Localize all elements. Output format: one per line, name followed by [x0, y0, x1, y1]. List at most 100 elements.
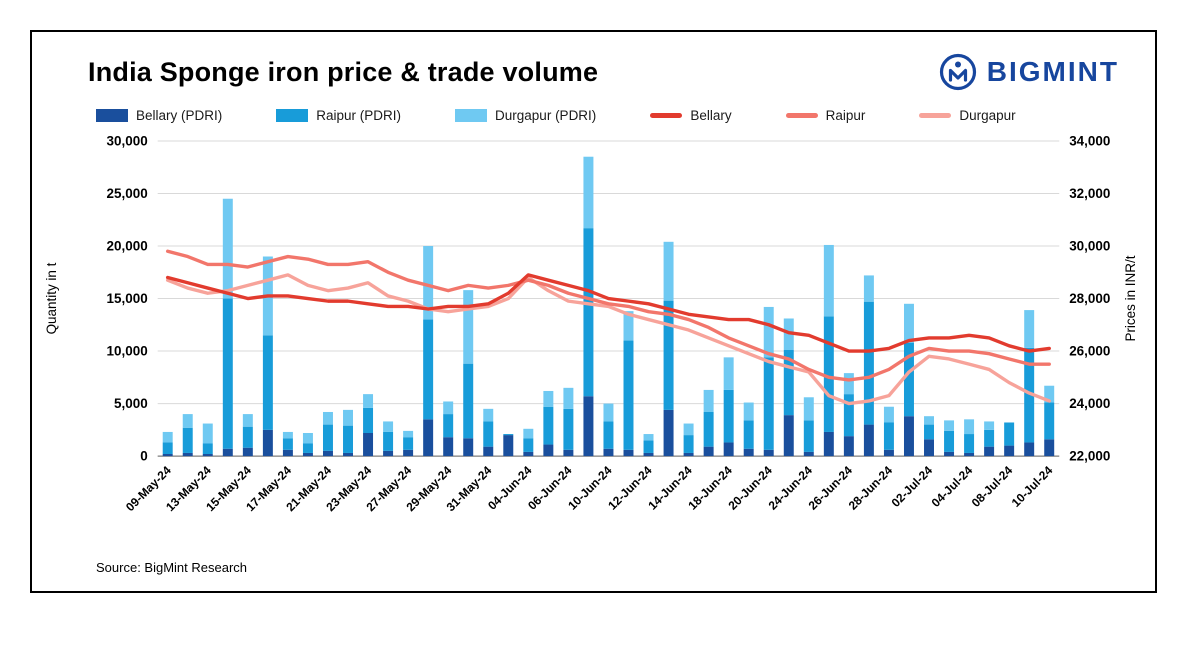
- header: India Sponge iron price & trade volume B…: [40, 40, 1147, 92]
- bar-segment-raipur-pdri: [202, 443, 213, 455]
- legend-label: Bellary: [690, 108, 732, 123]
- bar-segment-bellary-pdri: [443, 437, 454, 457]
- left-axis-tick: 15,000: [107, 291, 148, 306]
- legend-label: Raipur: [825, 108, 866, 123]
- bar-segment-raipur-pdri: [282, 438, 293, 450]
- bar-segment-durgapur-pdri: [383, 421, 394, 432]
- bar-segment-bellary-pdri: [182, 452, 193, 457]
- legend-item-raipur-line: Raipur: [785, 108, 866, 123]
- bar-segment-durgapur-pdri: [883, 406, 894, 423]
- bar-segment-bellary-pdri: [924, 439, 934, 457]
- bar-segment-bellary-pdri: [783, 415, 794, 457]
- bar-segment-bellary-pdri: [823, 431, 834, 457]
- bar-segment-durgapur-pdri: [603, 403, 614, 422]
- bar-segment-durgapur-pdri: [483, 408, 494, 422]
- bar-segment-bellary-pdri: [583, 396, 594, 457]
- bar-segment-durgapur-pdri: [463, 290, 474, 364]
- bar-segment-durgapur-pdri: [583, 156, 594, 229]
- x-axis-tick: 04-Jul-24: [929, 463, 976, 510]
- chart-legend: Bellary (PDRI) Raipur (PDRI) Durgapur (PDR…: [96, 108, 1147, 123]
- bar-segment-raipur-pdri: [583, 228, 594, 397]
- bar-segment-bellary-pdri: [503, 435, 514, 457]
- bar-segment-bellary-pdri: [883, 449, 894, 457]
- bar-segment-bellary-pdri: [563, 449, 574, 457]
- bar-segment-bellary-pdri: [322, 450, 333, 457]
- combo-chart: 0 5,000 10,000 15,000 20,000 25,000 30,000 22,0…: [44, 133, 1138, 514]
- bar-swatch-icon: [455, 109, 488, 122]
- bar-segment-raipur-pdri: [783, 350, 794, 416]
- bar-segment-durgapur-pdri: [723, 357, 734, 390]
- bar-segment-durgapur-pdri: [623, 311, 634, 341]
- bar-segment-raipur-pdri: [603, 421, 614, 449]
- bar-segment-bellary-pdri: [162, 454, 173, 457]
- bar-segment-raipur-pdri: [964, 434, 975, 453]
- bar-segment-raipur-pdri: [944, 430, 955, 452]
- left-axis-tick: 25,000: [107, 186, 148, 201]
- bar-segment-raipur-pdri: [302, 443, 313, 453]
- bar-segment-raipur-pdri: [463, 363, 474, 439]
- bar-segment-bellary-pdri: [643, 452, 654, 457]
- bar-segment-bellary-pdri: [403, 449, 414, 457]
- price-line-durgapur: [165, 273, 1051, 406]
- bar-segment-durgapur-pdri: [322, 411, 333, 425]
- bar-segment-raipur-pdri: [723, 389, 734, 443]
- bar-segment-raipur-pdri: [322, 424, 333, 451]
- bar-segment-durgapur-pdri: [423, 246, 434, 320]
- bar-segment-raipur-pdri: [523, 438, 534, 452]
- bar-segment-durgapur-pdri: [703, 389, 714, 412]
- bar-segment-raipur-pdri: [443, 414, 454, 438]
- bar-segment-raipur-pdri: [262, 335, 273, 430]
- bar-segment-raipur-pdri: [222, 298, 233, 449]
- line-swatch-icon: [650, 113, 683, 118]
- bar-segment-raipur-pdri: [1024, 347, 1035, 443]
- bar-segment-durgapur-pdri: [663, 241, 674, 301]
- bar-segment-durgapur-pdri: [944, 420, 955, 431]
- bigmint-logo-icon: [939, 53, 976, 91]
- legend-item-durgapur-pdri: Durgapur (PDRI): [455, 108, 596, 123]
- x-axis-tick: 08-Jul-24: [969, 463, 1016, 510]
- bar-segment-durgapur-pdri: [523, 428, 534, 439]
- bar-swatch-icon: [96, 109, 128, 122]
- bar-segment-bellary-pdri: [843, 436, 854, 457]
- bar-segment-durgapur-pdri: [302, 432, 313, 444]
- x-axis-tick: 10-Jul-24: [1009, 463, 1056, 510]
- right-axis-tick: 24,000: [1069, 396, 1110, 411]
- page-title: India Sponge iron price & trade volume: [88, 56, 599, 87]
- bar-segment-raipur-pdri: [683, 435, 694, 453]
- bar-segment-durgapur-pdri: [763, 306, 774, 358]
- bar-segment-bellary-pdri: [1004, 445, 1015, 457]
- bar-segment-raipur-pdri: [182, 427, 193, 453]
- bar-segment-bellary-pdri: [743, 448, 754, 457]
- bar-segment-bellary-pdri: [222, 448, 233, 457]
- bar-segment-raipur-pdri: [543, 406, 554, 445]
- bar-segment-durgapur-pdri: [202, 423, 213, 444]
- legend-label: Bellary (PDRI): [136, 108, 223, 123]
- right-axis-tick: 22,000: [1069, 449, 1110, 464]
- bar-segment-raipur-pdri: [383, 431, 394, 451]
- bar-segment-bellary-pdri: [1044, 439, 1055, 457]
- right-axis-tick: 26,000: [1069, 344, 1110, 359]
- left-axis-tick: 0: [140, 449, 147, 464]
- bar-segment-raipur-pdri: [883, 422, 894, 450]
- source-note: Source: BigMint Research: [96, 559, 248, 575]
- bar-segment-bellary-pdri: [683, 452, 694, 457]
- bar-segment-bellary-pdri: [623, 449, 634, 457]
- bar-segment-durgapur-pdri: [363, 394, 374, 408]
- right-axis-tick: 28,000: [1069, 291, 1110, 306]
- bar-segment-raipur-pdri: [403, 437, 414, 450]
- bar-segment-durgapur-pdri: [403, 430, 414, 438]
- left-axis-tick: 5,000: [114, 396, 148, 411]
- bar-segment-raipur-pdri: [843, 394, 854, 437]
- bar-segment-raipur-pdri: [743, 420, 754, 449]
- bar-segment-bellary-pdri: [863, 424, 874, 457]
- bar-segment-bellary-pdri: [202, 454, 213, 457]
- bar-segment-raipur-pdri: [242, 426, 253, 448]
- bar-segment-bellary-pdri: [423, 419, 434, 457]
- bar-segment-durgapur-pdri: [643, 434, 654, 441]
- bar-segment-durgapur-pdri: [964, 419, 975, 435]
- bar-segment-bellary-pdri: [1024, 442, 1035, 457]
- bar-segment-bellary-pdri: [803, 451, 814, 457]
- bar-segment-raipur-pdri: [984, 429, 995, 447]
- bar-segment-bellary-pdri: [723, 442, 734, 457]
- bar-segment-raipur-pdri: [363, 407, 374, 433]
